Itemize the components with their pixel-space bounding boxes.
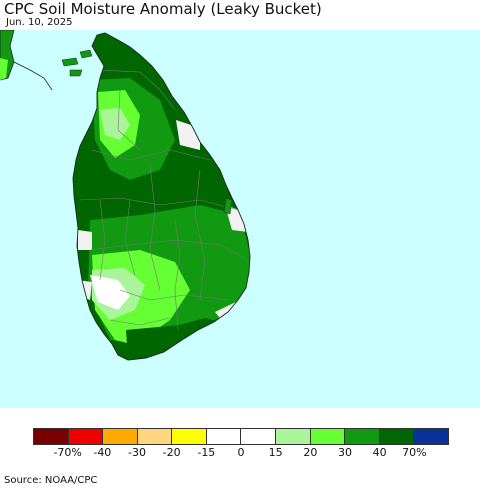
legend-tick-label: 40 [372, 446, 387, 459]
legend-swatch [276, 429, 311, 444]
legend-swatch [103, 429, 138, 444]
sri-lanka-outline [72, 32, 251, 361]
map-date: Jun. 10, 2025 [6, 17, 73, 28]
legend-colorbar [33, 428, 449, 445]
legend-tick-label: 20 [303, 446, 318, 459]
legend-tick-label: 0 [237, 446, 245, 459]
legend-tick-label: 30 [338, 446, 352, 459]
legend-swatch [34, 429, 69, 444]
legend-tick-label: -20 [162, 446, 181, 459]
legend-swatch [206, 429, 242, 444]
legend-swatch [414, 429, 448, 444]
legend-tick-label: -30 [128, 446, 146, 459]
small-islands [61, 49, 233, 215]
source-note: Source: NOAA/CPC [4, 475, 98, 486]
india-outline [13, 61, 53, 91]
legend-swatch [172, 429, 207, 444]
legend-swatch [68, 429, 104, 444]
soil-moisture-map [0, 30, 480, 408]
legend-swatch [241, 429, 277, 444]
legend-tick-label: -70% [53, 446, 82, 459]
legend-swatch [310, 429, 346, 444]
legend-tick-label: -15 [197, 446, 216, 459]
legend-ticks: -70% -40 -30 -20 -15 0 15 20 30 40 70% [33, 446, 449, 460]
legend-swatch [345, 429, 380, 444]
map-title: CPC Soil Moisture Anomaly (Leaky Bucket) [4, 0, 322, 18]
legend-swatch [379, 429, 415, 444]
legend-tick-label: -40 [93, 446, 112, 459]
legend-tick-label: 70% [402, 446, 427, 459]
legend-swatch [137, 429, 173, 444]
india-coast-light [0, 58, 8, 80]
legend-tick-label: 15 [268, 446, 283, 459]
